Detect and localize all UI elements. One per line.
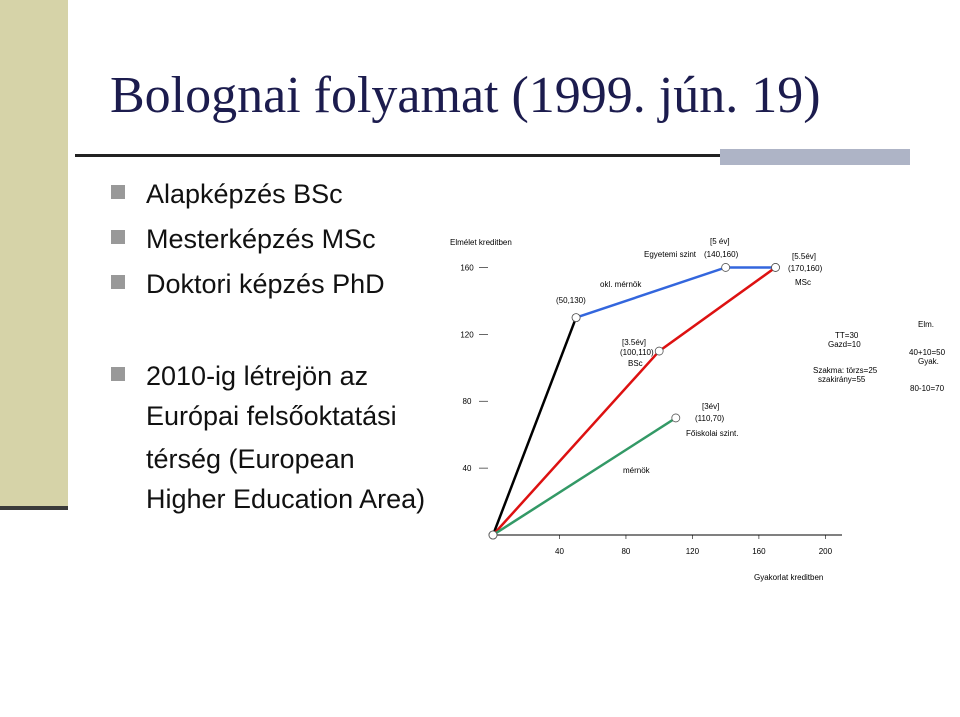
annotation: BSc (628, 359, 643, 368)
point (771, 263, 780, 272)
annotations: Elmélet kreditben Gyakorlat kreditben Eg… (450, 237, 946, 582)
annotation: szakirány=55 (818, 375, 866, 384)
series-line (575, 266, 776, 319)
annotation: okl. mérnök (600, 280, 642, 289)
bullet-icon (111, 230, 125, 244)
bullet: Mesterképzés MSc (146, 224, 376, 254)
bullets: Alapképzés BSc Mesterképzés MSc Doktori … (111, 179, 425, 514)
annotation: Szakma: törzs=25 (813, 366, 878, 375)
x-tick-label: 120 (686, 547, 700, 556)
annotation: TT=30 (835, 331, 859, 340)
series-line (492, 416, 677, 537)
point (488, 530, 498, 540)
annotation: Elm. (918, 320, 934, 329)
annotation: Főiskolai szint. (686, 429, 738, 438)
annotation: [3.5év] (622, 338, 646, 347)
annotation: Gazd=10 (828, 340, 861, 349)
series-line (492, 266, 777, 536)
annotation: [5.5év] (792, 252, 816, 261)
slide-title: Bolognai folyamat (1999. jún. 19) (110, 67, 821, 124)
x-axis-label: Gyakorlat kreditben (754, 573, 823, 582)
annotation: (50,130) (556, 296, 586, 305)
side-bar (0, 0, 68, 508)
annotation: Gyak. (918, 357, 939, 366)
series-line (491, 317, 578, 536)
annotation: [5 év] (710, 237, 730, 246)
y-axis-label: Elmélet kreditben (450, 238, 512, 247)
bullet-icon (111, 185, 125, 199)
point (721, 263, 731, 272)
bullet: térség (European (146, 444, 355, 474)
annotation: [3év] (702, 402, 719, 411)
annotation: (100,110) (620, 348, 654, 357)
annotation: Egyetemi szint (644, 250, 697, 259)
y-tick-label: 80 (463, 397, 472, 406)
x-tick-label: 200 (819, 547, 833, 556)
bullet-icon (111, 367, 125, 381)
bullet: Higher Education Area) (146, 484, 425, 514)
annotation: (110,70) (695, 414, 725, 423)
bullet: 2010-ig létrejön az (146, 361, 368, 391)
x-tick-label: 80 (621, 547, 630, 556)
bullet: Alapképzés BSc (146, 179, 343, 209)
annotation: (170,160) (788, 264, 823, 273)
point (654, 346, 664, 356)
y-tick-label: 120 (460, 330, 474, 339)
y-tick-label: 160 (460, 263, 474, 272)
y-tick-label: 40 (463, 464, 472, 473)
annotation: (140,160) (704, 250, 739, 259)
annotation: MSc (795, 278, 811, 287)
bullet: Európai felsőoktatási (146, 401, 397, 431)
side-bar-foot (0, 506, 68, 510)
bullet-icon (111, 275, 125, 289)
x-tick-label: 160 (752, 547, 766, 556)
bullet: Doktori képzés PhD (146, 269, 385, 299)
annotation: mérnök (623, 466, 651, 475)
point (671, 413, 681, 423)
title-rule (75, 154, 910, 157)
title-accent (720, 149, 910, 165)
point (571, 313, 581, 323)
x-tick-label: 40 (555, 547, 564, 556)
annotation: 40+10=50 (909, 348, 946, 357)
annotation: 80-10=70 (910, 384, 945, 393)
